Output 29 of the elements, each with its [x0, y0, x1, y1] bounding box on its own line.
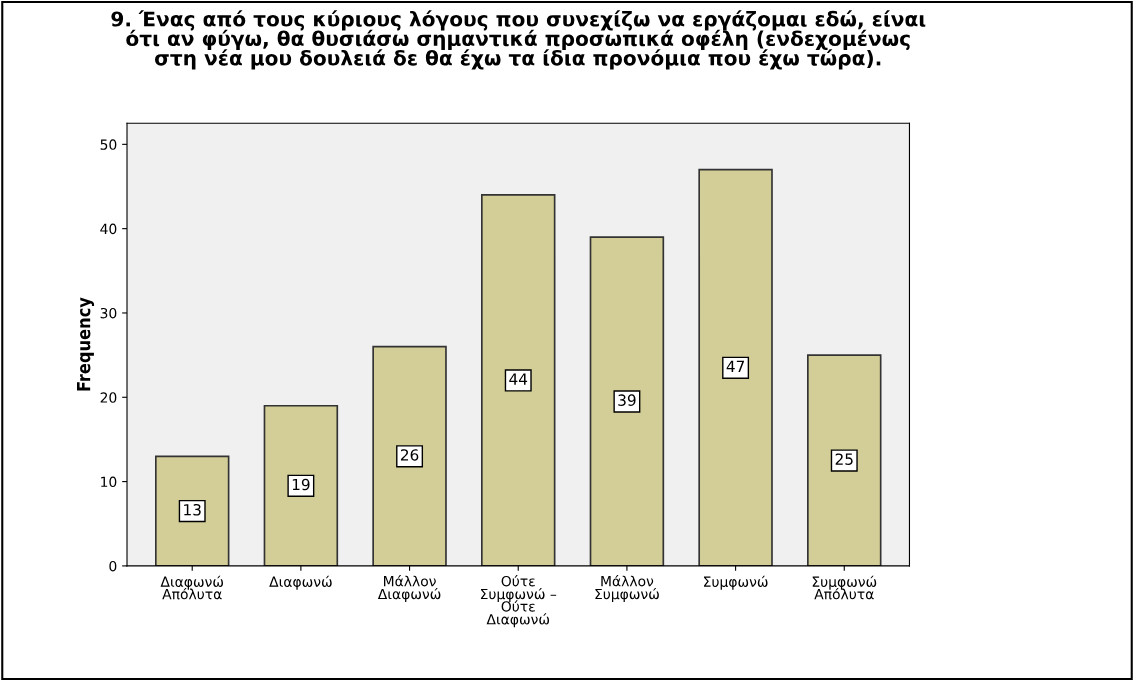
data-label: 39 — [618, 394, 636, 406]
bar — [372, 345, 447, 566]
x-tick-label: Συμφωνώ Απόλυτα — [812, 575, 877, 600]
chart-title: 9. Ένας από τους κύριους λόγους που συνεχίζω να εργάζομαι εδώ, είναι ότι αν φύγω, θα θυσιάσω σημαντικά προσωπικά οφέλη (ενδεχομένως στη νέα μου δουλειά δε θα έχω τα ίδια προνόμια που έχω τώρα). — [111, 10, 926, 70]
data-label: 13 — [184, 503, 201, 516]
data-label: 25 — [835, 453, 853, 465]
y-tick-label: 0 — [109, 560, 117, 572]
y-tick-label: 50 — [100, 139, 117, 150]
x-tick-label: Συμφωνώ — [704, 575, 768, 590]
x-tick-label: Διαφωνώ — [269, 575, 332, 590]
bar — [263, 404, 339, 566]
data-label: 47 — [726, 360, 744, 372]
bar — [154, 455, 230, 566]
x-tick-label: Διαφωνώ Απόλυτα — [160, 575, 224, 600]
data-label: 44 — [509, 373, 528, 385]
data-label: 19 — [292, 478, 310, 491]
y-tick-label: 40 — [100, 223, 117, 235]
y-tick-label: 20 — [100, 392, 117, 403]
x-tick-label: Μάλλον Διαφωνώ — [377, 575, 441, 602]
x-tick-label: Μάλλον Συμφωνώ — [595, 575, 659, 602]
bar — [589, 236, 665, 566]
y-tick-label: 30 — [100, 307, 117, 319]
data-label: 26 — [400, 449, 419, 461]
y-axis-title: Frequency — [77, 297, 95, 391]
bar — [480, 194, 556, 566]
bar — [698, 168, 773, 566]
x-tick-label: Ούτε Συμφωνώ – Ούτε Διαφωνώ — [481, 575, 557, 628]
bar — [807, 354, 882, 566]
y-tick-label: 10 — [101, 476, 117, 488]
